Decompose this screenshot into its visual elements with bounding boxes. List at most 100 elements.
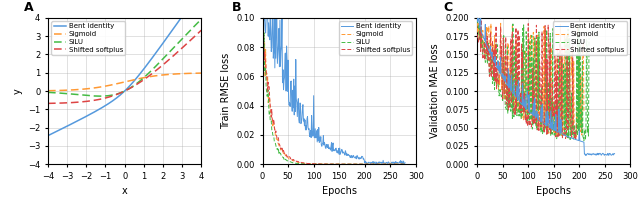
Bent identity	[340, 152, 348, 154]
Bent identity	[136, 74, 143, 76]
Bent identity	[118, 93, 125, 95]
SiLU	[585, 37, 593, 39]
SiLU	[504, 112, 511, 114]
SiLU	[117, 91, 125, 94]
Shifted softplus	[117, 92, 125, 94]
SiLU	[259, 22, 266, 24]
Sigmoid	[327, 163, 335, 165]
Line: SiLU: SiLU	[48, 19, 201, 96]
Legend: Bent identity, Sigmoid, SiLU, Shifted softplus: Bent identity, Sigmoid, SiLU, Shifted so…	[553, 21, 627, 55]
SiLU	[474, 18, 481, 21]
Shifted softplus	[259, 17, 266, 19]
Bent identity	[494, 60, 502, 62]
Sigmoid	[197, 72, 205, 74]
Shifted softplus	[377, 163, 385, 165]
Bent identity	[510, 80, 518, 82]
Shifted softplus	[340, 163, 348, 165]
Sigmoid	[117, 82, 125, 84]
Bent identity	[170, 27, 177, 29]
SiLU	[573, 135, 581, 137]
X-axis label: Epochs: Epochs	[536, 186, 572, 196]
Line: Sigmoid: Sigmoid	[262, 18, 405, 164]
Bent identity	[347, 156, 355, 159]
Sigmoid	[194, 72, 202, 74]
Shifted softplus	[479, 56, 487, 58]
SiLU	[568, 92, 575, 94]
X-axis label: x: x	[122, 186, 127, 196]
Sigmoid	[496, 83, 504, 86]
Sigmoid	[401, 163, 408, 165]
SiLU	[401, 163, 409, 165]
Sigmoid	[127, 79, 135, 82]
Line: Bent identity: Bent identity	[262, 18, 405, 164]
Shifted softplus	[572, 138, 580, 140]
Shifted softplus	[327, 163, 335, 165]
Bent identity	[369, 163, 377, 165]
Shifted softplus	[127, 87, 135, 89]
Sigmoid	[527, 33, 534, 35]
Shifted softplus	[572, 124, 580, 127]
X-axis label: Epochs: Epochs	[322, 186, 356, 196]
Shifted softplus	[559, 136, 566, 139]
Bent identity	[474, 17, 481, 19]
Bent identity	[281, 76, 289, 78]
Sigmoid	[281, 152, 289, 154]
Bent identity	[378, 162, 385, 165]
Shifted softplus	[194, 32, 202, 35]
Sigmoid	[497, 22, 504, 24]
Bent identity	[611, 152, 618, 155]
Sigmoid	[118, 81, 125, 84]
Shifted softplus	[401, 163, 409, 165]
Shifted softplus	[376, 163, 384, 165]
SiLU	[44, 91, 52, 94]
Sigmoid	[563, 34, 571, 36]
Y-axis label: Validation MAE loss: Validation MAE loss	[430, 44, 440, 138]
Bent identity	[567, 137, 575, 139]
Shifted softplus	[197, 29, 205, 31]
SiLU	[170, 46, 178, 49]
SiLU	[194, 21, 202, 24]
Shifted softplus	[552, 136, 559, 138]
SiLU	[377, 163, 385, 165]
Sigmoid	[474, 31, 481, 33]
Bent identity	[377, 161, 385, 164]
Bent identity	[600, 154, 608, 157]
Text: B: B	[232, 1, 241, 14]
Shifted softplus	[562, 136, 570, 138]
Sigmoid	[376, 163, 384, 165]
Bent identity	[127, 83, 135, 86]
SiLU	[127, 86, 135, 89]
Sigmoid	[347, 163, 355, 165]
Line: Sigmoid: Sigmoid	[48, 73, 201, 91]
Shifted softplus	[477, 19, 485, 21]
SiLU	[327, 163, 335, 165]
SiLU	[281, 157, 289, 159]
Line: Bent identity: Bent identity	[477, 18, 614, 155]
Shifted softplus	[136, 82, 143, 84]
Legend: Bent identity, Sigmoid, SiLU, Shifted softplus: Bent identity, Sigmoid, SiLU, Shifted so…	[339, 21, 412, 55]
Text: A: A	[24, 1, 33, 14]
Bent identity	[259, 17, 266, 19]
Sigmoid	[136, 77, 143, 80]
Sigmoid	[474, 31, 482, 34]
SiLU	[572, 130, 579, 133]
Sigmoid	[572, 136, 580, 138]
SiLU	[533, 129, 541, 131]
Sigmoid	[377, 163, 385, 165]
Line: Bent identity: Bent identity	[48, 0, 201, 136]
SiLU	[347, 163, 355, 165]
Line: SiLU: SiLU	[262, 23, 405, 164]
Bent identity	[479, 33, 486, 36]
Legend: Bent identity, Sigmoid, SiLU, Shifted softplus: Bent identity, Sigmoid, SiLU, Shifted so…	[51, 21, 125, 55]
Y-axis label: Train RMSE loss: Train RMSE loss	[221, 53, 231, 129]
Bent identity	[327, 145, 335, 147]
Shifted softplus	[118, 91, 125, 94]
Shifted softplus	[44, 102, 52, 105]
Sigmoid	[259, 17, 266, 19]
Shifted softplus	[347, 163, 355, 165]
SiLU	[580, 139, 588, 142]
Bent identity	[520, 105, 528, 108]
Sigmoid	[570, 126, 577, 129]
Bent identity	[117, 93, 125, 96]
SiLU	[340, 163, 348, 165]
